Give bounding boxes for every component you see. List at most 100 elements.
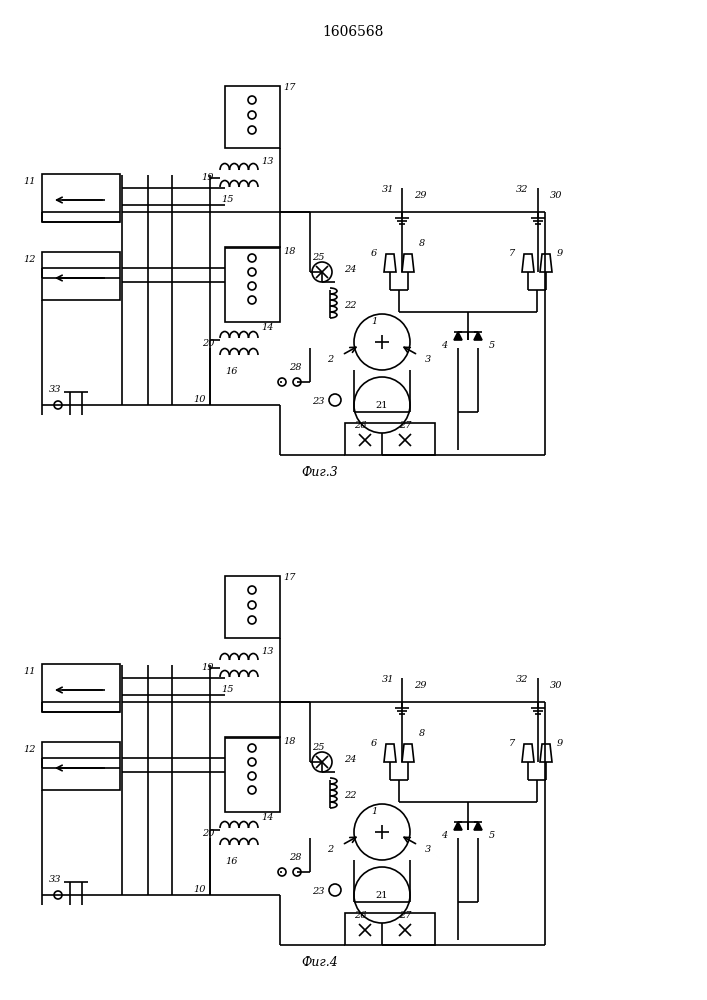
Text: 2: 2: [327, 846, 333, 854]
Bar: [42, 174, 120, 222]
Text: 27: 27: [399, 420, 411, 430]
Text: 10: 10: [194, 886, 206, 894]
Text: 9: 9: [557, 249, 563, 258]
Text: 9: 9: [557, 740, 563, 748]
Circle shape: [248, 268, 256, 276]
Circle shape: [248, 126, 256, 134]
Polygon shape: [474, 332, 482, 340]
Circle shape: [248, 254, 256, 262]
Text: 21: 21: [375, 890, 388, 900]
Text: 20: 20: [201, 830, 214, 838]
Text: 29: 29: [414, 680, 426, 690]
Circle shape: [248, 601, 256, 609]
Text: 5: 5: [489, 340, 495, 350]
Circle shape: [354, 804, 410, 860]
Text: 31: 31: [382, 676, 395, 684]
Circle shape: [54, 401, 62, 409]
Circle shape: [354, 867, 410, 923]
Text: 16: 16: [226, 367, 238, 376]
Text: 24: 24: [344, 756, 356, 764]
Text: 25: 25: [312, 252, 325, 261]
Text: 1606568: 1606568: [322, 25, 384, 39]
Text: 14: 14: [262, 814, 274, 822]
Bar: [42, 664, 120, 712]
Text: 3: 3: [425, 356, 431, 364]
Text: 25: 25: [312, 742, 325, 752]
Text: 11: 11: [24, 668, 36, 676]
Text: 23: 23: [312, 888, 325, 896]
Circle shape: [293, 868, 301, 876]
Text: 7: 7: [509, 249, 515, 258]
Text: 1: 1: [371, 808, 377, 816]
Circle shape: [329, 394, 341, 406]
Circle shape: [248, 586, 256, 594]
Text: 11: 11: [24, 178, 36, 186]
Text: 12: 12: [24, 746, 36, 754]
Text: 18: 18: [284, 738, 296, 746]
Circle shape: [248, 296, 256, 304]
Circle shape: [248, 282, 256, 290]
Polygon shape: [474, 822, 482, 830]
Text: 4: 4: [441, 340, 447, 350]
Text: 12: 12: [24, 255, 36, 264]
Text: 20: 20: [201, 340, 214, 349]
Text: 5: 5: [489, 830, 495, 840]
Text: 2: 2: [327, 356, 333, 364]
Text: 15: 15: [222, 686, 234, 694]
Polygon shape: [454, 332, 462, 340]
Text: 28: 28: [288, 363, 301, 372]
Text: 28: 28: [288, 854, 301, 862]
Text: Фиг.4: Фиг.4: [302, 956, 339, 968]
Text: 19: 19: [201, 664, 214, 672]
Text: 27: 27: [399, 910, 411, 920]
Circle shape: [248, 786, 256, 794]
Text: 19: 19: [201, 174, 214, 182]
Bar: [345, 913, 435, 945]
Text: 33: 33: [49, 876, 62, 884]
Text: 33: 33: [49, 385, 62, 394]
Bar: [225, 737, 280, 812]
Text: Фиг.3: Фиг.3: [302, 466, 339, 479]
Text: 3: 3: [425, 846, 431, 854]
Bar: [225, 576, 280, 638]
Text: 15: 15: [222, 196, 234, 205]
Text: 6: 6: [371, 249, 377, 258]
Circle shape: [248, 96, 256, 104]
Text: 8: 8: [419, 730, 425, 738]
Text: 31: 31: [382, 186, 395, 194]
Text: 17: 17: [284, 84, 296, 93]
Bar: [42, 742, 120, 790]
Text: 8: 8: [419, 239, 425, 248]
Text: 1: 1: [371, 318, 377, 326]
Bar: [42, 252, 120, 300]
Polygon shape: [454, 822, 462, 830]
Circle shape: [312, 752, 332, 772]
Circle shape: [278, 378, 286, 386]
Bar: [225, 86, 280, 148]
Text: 22: 22: [344, 790, 356, 800]
Text: 30: 30: [550, 190, 562, 200]
Text: 13: 13: [262, 157, 274, 166]
Text: 18: 18: [284, 247, 296, 256]
Circle shape: [248, 772, 256, 780]
Circle shape: [354, 314, 410, 370]
Text: 23: 23: [312, 397, 325, 406]
Text: 32: 32: [515, 186, 528, 194]
Circle shape: [248, 111, 256, 119]
Circle shape: [248, 616, 256, 624]
Bar: [345, 423, 435, 455]
Text: 10: 10: [194, 395, 206, 404]
Circle shape: [278, 868, 286, 876]
Text: 14: 14: [262, 324, 274, 332]
Bar: [225, 247, 280, 322]
Circle shape: [248, 744, 256, 752]
Text: 6: 6: [371, 740, 377, 748]
Circle shape: [354, 377, 410, 433]
Text: 16: 16: [226, 857, 238, 866]
Text: 7: 7: [509, 740, 515, 748]
Text: 21: 21: [375, 400, 388, 410]
Text: 24: 24: [344, 265, 356, 274]
Text: 17: 17: [284, 574, 296, 582]
Text: 30: 30: [550, 680, 562, 690]
Text: 32: 32: [515, 676, 528, 684]
